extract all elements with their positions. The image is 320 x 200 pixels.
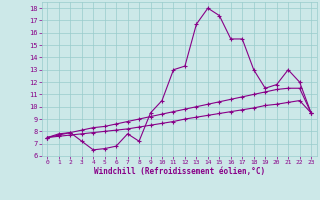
- X-axis label: Windchill (Refroidissement éolien,°C): Windchill (Refroidissement éolien,°C): [94, 167, 265, 176]
